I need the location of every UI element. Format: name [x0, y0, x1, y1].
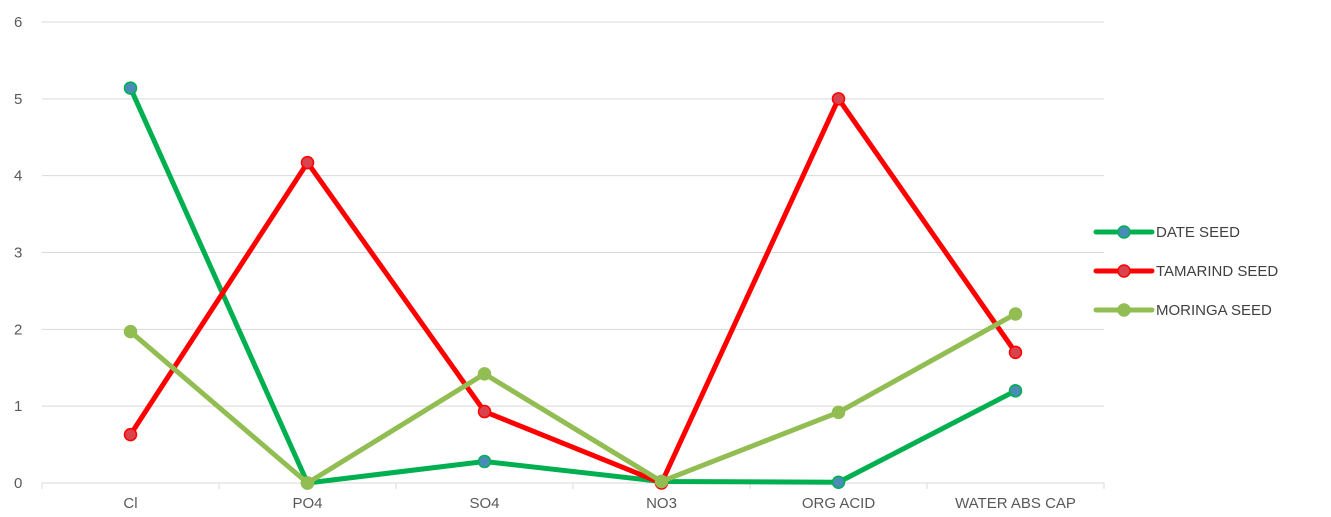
series-line	[128, 96, 1018, 486]
data-point	[1008, 345, 1023, 360]
y-tick-label: 3	[14, 245, 22, 262]
y-tick-label: 2	[14, 321, 22, 338]
legend-marker	[1117, 264, 1131, 278]
data-point	[654, 474, 669, 489]
data-point	[300, 155, 315, 170]
series-line	[128, 311, 1018, 486]
legend-marker	[1117, 225, 1131, 239]
series-line	[128, 85, 1018, 486]
x-tick-label: PO4	[292, 495, 322, 512]
data-point	[477, 367, 492, 381]
y-tick-label: 4	[14, 168, 22, 185]
data-point	[123, 427, 138, 442]
data-point	[1008, 307, 1023, 321]
x-tick-label: SO4	[469, 495, 499, 512]
legend-item: DATE SEED	[1093, 224, 1240, 241]
legend-label: MORINGA SEED	[1156, 302, 1272, 319]
data-point	[477, 454, 492, 469]
data-point	[831, 405, 846, 420]
legend-marker	[1117, 303, 1131, 317]
gridlines	[42, 21, 1104, 407]
series-lines	[123, 81, 1023, 490]
y-tick-label: 5	[14, 91, 22, 108]
y-tick-label: 6	[14, 14, 22, 31]
legend: DATE SEED TAMARIND SEED MORINGA SEED	[1093, 224, 1278, 319]
y-axis-ticks: 0 1 2 3 4 5 6	[14, 14, 22, 492]
x-axis	[41, 482, 1105, 489]
data-point	[831, 92, 846, 106]
data-point	[123, 324, 138, 339]
x-axis-ticks: Cl PO4 SO4 NO3 ORG ACID WATER ABS CAP	[123, 495, 1076, 512]
legend-label: TAMARIND SEED	[1156, 263, 1278, 280]
x-tick-label: ORG ACID	[802, 495, 876, 512]
y-tick-label: 0	[14, 475, 22, 492]
y-tick-label: 1	[14, 398, 22, 415]
data-point	[477, 404, 492, 419]
legend-item: TAMARIND SEED	[1093, 263, 1278, 280]
series-moringa-seed	[123, 307, 1023, 490]
x-tick-label: WATER ABS CAP	[955, 495, 1076, 512]
x-tick-label: NO3	[646, 495, 677, 512]
data-point	[123, 81, 138, 95]
data-point	[831, 475, 846, 489]
data-point	[1008, 384, 1023, 398]
x-tick-label: Cl	[123, 495, 137, 512]
data-point	[300, 476, 315, 490]
legend-item: MORINGA SEED	[1093, 302, 1272, 319]
legend-label: DATE SEED	[1156, 224, 1240, 241]
